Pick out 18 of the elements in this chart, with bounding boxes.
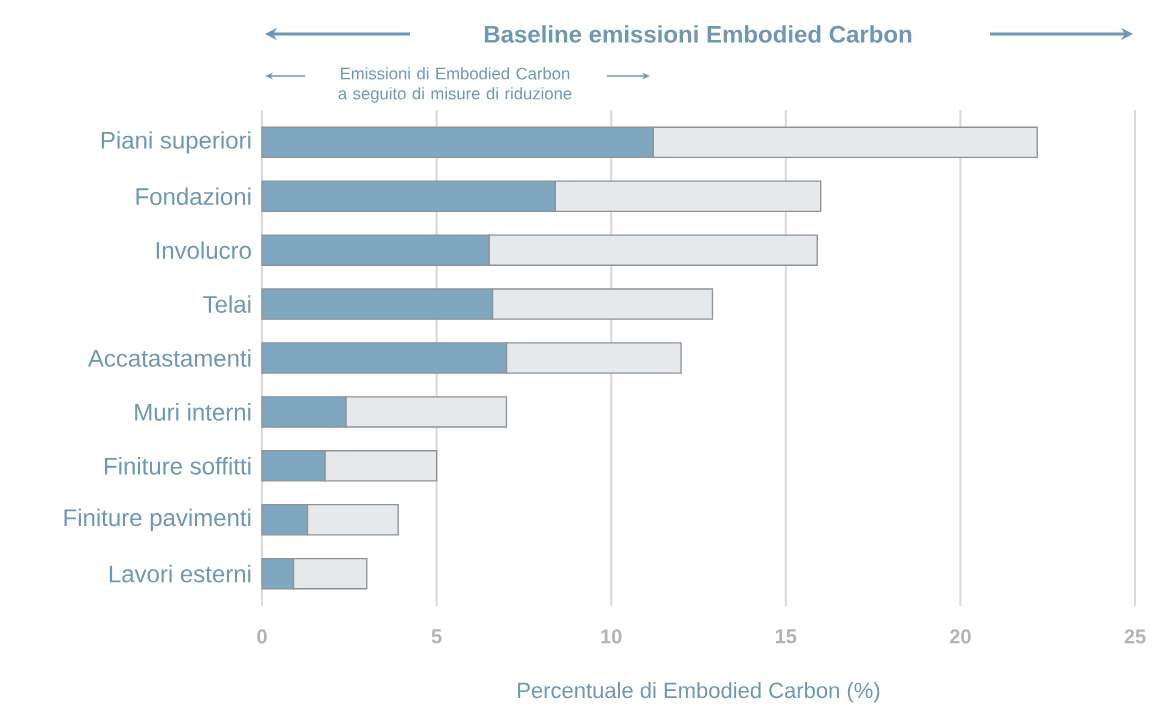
y-tick-label: Muri interni: [135, 403, 251, 421]
y-tick-label: Involucro: [156, 241, 251, 259]
y-tick-label: Piani superiori: [101, 131, 251, 154]
y-tick-label: Fondazioni: [136, 187, 251, 206]
text: Emissioni di Embodied Carbon a seguito di misure di riduzione: [338, 67, 572, 103]
x-tick-label: 15: [775, 629, 797, 644]
x-axis-title: Percentuale di Embodied Carbon (%): [518, 682, 880, 703]
x-tick-label: 0: [257, 629, 267, 644]
x-tick-label: 5: [431, 629, 442, 644]
x-tick-label: 20: [949, 629, 971, 644]
y-tick-label: Lavori esterni: [109, 564, 251, 583]
y-tick-label: Finiture soffitti: [104, 457, 251, 475]
text: Baseline emissioni Embodied Carbon: [484, 25, 912, 43]
y-tick-label: Finiture pavimenti: [64, 508, 251, 531]
y-tick-label: Accatastamenti: [87, 349, 251, 367]
x-tick-label: 10: [601, 629, 622, 644]
y-tick-label: Telai: [203, 295, 251, 313]
x-tick-label: 25: [1124, 629, 1146, 644]
